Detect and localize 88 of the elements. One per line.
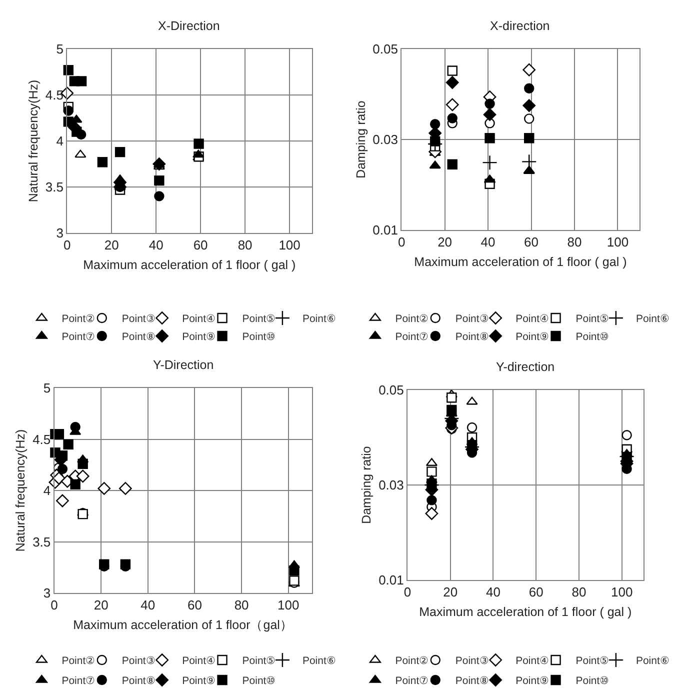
legend-label: Point⑨ xyxy=(182,331,216,344)
x-tick-label: 60 xyxy=(524,234,539,250)
y-tick-label: 0.05 xyxy=(378,382,404,398)
x-tick-label: 20 xyxy=(438,234,452,250)
legend-label: Point⑦ xyxy=(62,331,96,344)
x-axis-title: Maximum acceleration of 1 floor ( gal ) xyxy=(414,254,627,269)
y-axis-title: Natural frequency(Hz) xyxy=(14,429,28,552)
legend-label: Point⑩ xyxy=(576,331,610,344)
legend-label: Point④ xyxy=(516,313,550,326)
legend-label: Point⑨ xyxy=(516,331,550,344)
x-tick-label: 20 xyxy=(104,238,119,253)
x-tick-label: 80 xyxy=(572,584,586,600)
y-tick-label: 4 xyxy=(43,483,51,498)
legend-label: Point⑨ xyxy=(182,675,216,688)
y-tick-label: 5 xyxy=(43,380,51,396)
legend-label: Point⑨ xyxy=(516,675,550,688)
legend-label: Point② xyxy=(62,655,96,668)
x-tick-label: 40 xyxy=(486,584,500,600)
x-tick-label: 80 xyxy=(234,598,249,613)
chart-title: X-direction xyxy=(490,19,550,33)
x-tick-label: 40 xyxy=(480,234,496,250)
legend-label: Point⑦ xyxy=(395,675,430,688)
x-tick-label: 40 xyxy=(148,238,164,253)
legend-label: Point② xyxy=(62,313,96,326)
y-axis-title: Natural frequency(Hz) xyxy=(26,80,41,202)
legend-label: Point③ xyxy=(122,655,156,668)
legend-label: Point⑥ xyxy=(636,655,670,668)
legend-label: Point⑧ xyxy=(455,331,490,344)
legend-label: Point④ xyxy=(182,655,216,668)
y-tick-label: 3.5 xyxy=(32,534,51,550)
legend-label: Point⑦ xyxy=(62,675,96,688)
legend-label: Point⑤ xyxy=(576,655,610,668)
legend-label: Point② xyxy=(395,655,430,668)
legend-label: Point③ xyxy=(122,313,156,326)
x-axis-title: Maximum acceleration of 1 floor ( gal ) xyxy=(83,258,296,272)
legend-label: Point⑤ xyxy=(576,313,610,326)
legend-label: Point④ xyxy=(182,313,216,326)
y-tick-label: 0.05 xyxy=(372,42,398,57)
legend-label: Point⑩ xyxy=(576,675,610,688)
y-axis-title: Damping ratio xyxy=(360,446,374,524)
legend-label: Point⑤ xyxy=(242,313,276,326)
x-tick-label: 60 xyxy=(188,598,202,613)
legend-label: Point⑥ xyxy=(302,655,336,668)
x-tick-label: 80 xyxy=(238,238,252,253)
chart-title: X-Direction xyxy=(158,19,220,33)
y-tick-label: 3.5 xyxy=(45,180,64,195)
legend-label: Point⑧ xyxy=(455,675,490,688)
legend-label: Point③ xyxy=(455,655,490,668)
legend-label: Point② xyxy=(395,313,430,326)
y-tick-label: 4.5 xyxy=(32,432,51,447)
y-tick-label: 0.01 xyxy=(372,222,398,238)
legend-label: Point⑥ xyxy=(636,313,670,326)
x-tick-label: 0 xyxy=(404,584,412,600)
legend-label: Point③ xyxy=(455,313,490,326)
x-tick-label: 60 xyxy=(193,238,208,253)
x-tick-label: 0 xyxy=(63,238,71,253)
legend-label: Point⑦ xyxy=(395,331,430,344)
legend-label: Point⑤ xyxy=(242,655,276,668)
y-tick-label: 3 xyxy=(43,586,51,601)
y-tick-label: 0.01 xyxy=(378,572,404,588)
x-tick-label: 20 xyxy=(94,598,108,613)
legend-label: Point⑧ xyxy=(122,331,156,344)
x-tick-label: 100 xyxy=(278,238,300,253)
legend-label: Point⑧ xyxy=(122,675,156,688)
y-tick-label: 3 xyxy=(56,226,64,241)
x-tick-label: 20 xyxy=(443,584,458,600)
x-tick-label: 80 xyxy=(567,234,582,250)
y-tick-label: 4 xyxy=(56,134,64,149)
x-tick-label: 100 xyxy=(606,234,629,250)
y-tick-label: 0.03 xyxy=(378,478,404,493)
legend-label: Point⑩ xyxy=(242,331,276,344)
y-tick-label: 5 xyxy=(56,42,64,57)
x-tick-label: 60 xyxy=(528,584,544,600)
legend-label: Point④ xyxy=(516,655,550,668)
chart-title: Y-Direction xyxy=(153,358,214,372)
x-axis-title: Maximum acceleration of 1 floor（gal） xyxy=(73,618,293,632)
legend-label: Point⑥ xyxy=(302,313,336,326)
legend-label: Point⑩ xyxy=(242,675,276,688)
x-tick-label: 100 xyxy=(611,584,633,600)
y-axis-title: Damping ratio xyxy=(354,100,368,178)
y-tick-label: 4.5 xyxy=(45,88,64,103)
x-tick-label: 0 xyxy=(398,234,406,250)
chart-title: Y-direction xyxy=(496,360,555,374)
x-tick-label: 0 xyxy=(50,598,58,613)
x-tick-label: 40 xyxy=(140,598,156,613)
x-tick-label: 100 xyxy=(278,598,300,613)
x-axis-title: Maximum acceleration of 1 floor ( gal ) xyxy=(419,604,632,619)
y-tick-label: 0.03 xyxy=(372,132,398,148)
